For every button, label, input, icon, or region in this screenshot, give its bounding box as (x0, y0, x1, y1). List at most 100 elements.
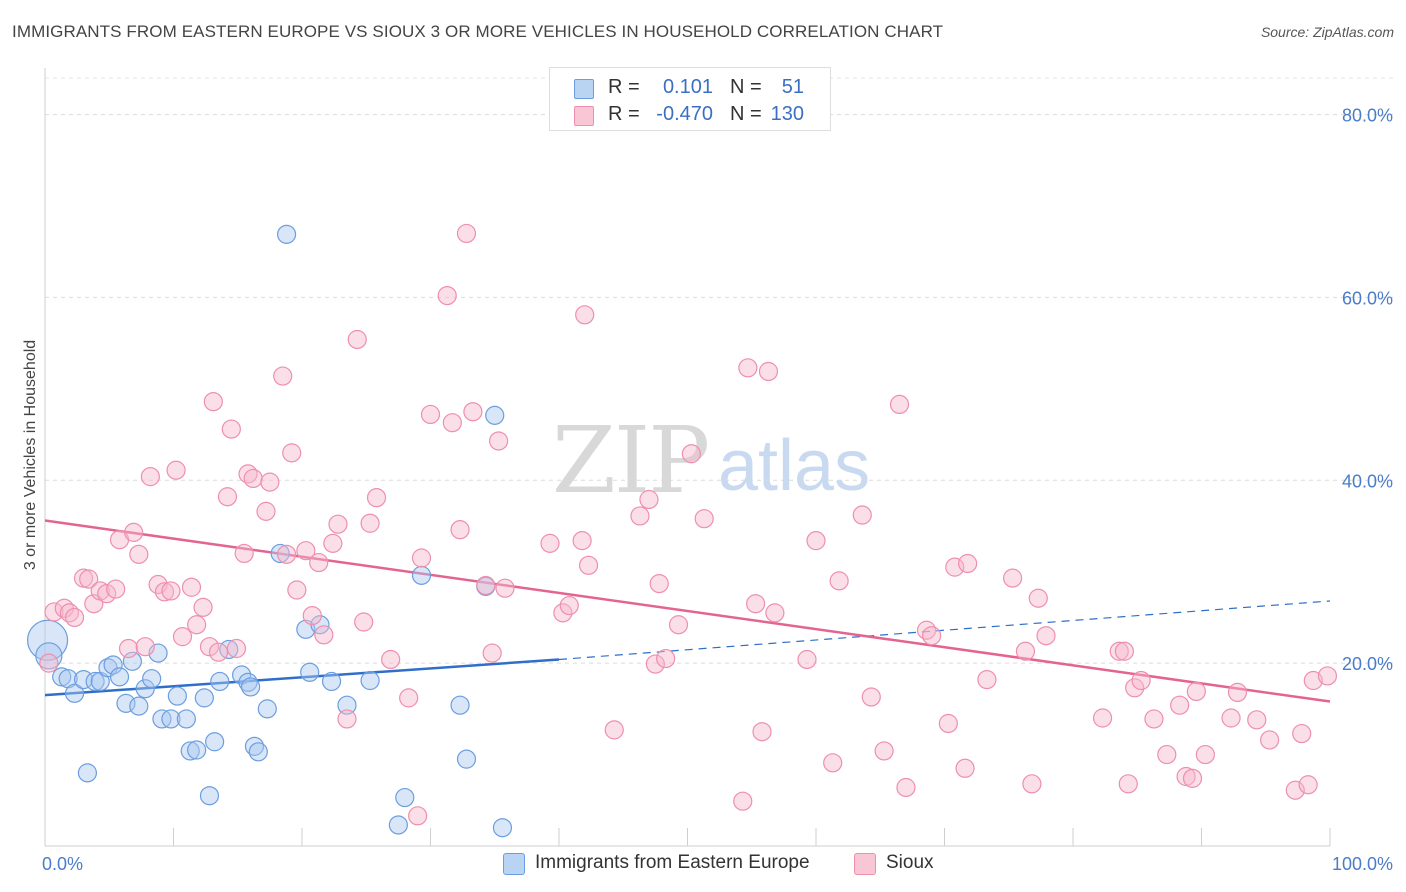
data-point (485, 405, 505, 425)
data-point (1176, 766, 1196, 787)
data-point (208, 642, 229, 662)
data-point (395, 787, 415, 808)
data-point (896, 777, 916, 798)
data-point (463, 402, 483, 422)
data-point (1125, 678, 1145, 698)
data-point (1292, 723, 1312, 744)
data-point (205, 732, 225, 752)
data-point (1036, 626, 1056, 646)
data-point (217, 487, 238, 507)
data-point (420, 404, 441, 425)
data-point (199, 637, 220, 657)
n-value: 130 (770, 103, 804, 125)
data-point (1303, 670, 1323, 691)
data-point (1182, 768, 1203, 788)
data-point (44, 602, 64, 622)
data-point (122, 651, 142, 671)
data-point (77, 763, 98, 783)
data-point (103, 655, 123, 675)
data-point (381, 649, 401, 670)
data-point (645, 654, 665, 674)
data-point (124, 522, 144, 543)
legend-swatch-blue (503, 853, 525, 875)
data-point (282, 443, 302, 463)
data-point (296, 541, 316, 561)
data-point (752, 722, 772, 742)
data-point (482, 643, 502, 663)
data-point (938, 713, 958, 734)
data-point (649, 573, 669, 594)
data-point (553, 603, 573, 623)
data-points (26, 223, 1338, 838)
y-tick-label: 20.0% (1342, 654, 1393, 674)
data-point (476, 575, 496, 596)
data-point (193, 597, 213, 617)
data-point (450, 695, 470, 715)
data-point (97, 584, 117, 604)
data-point (1015, 641, 1036, 661)
data-point (489, 431, 509, 451)
data-point (241, 677, 261, 697)
data-point (328, 514, 348, 534)
data-point (746, 594, 766, 614)
data-point (360, 670, 380, 691)
data-point (604, 720, 624, 740)
data-point (852, 505, 872, 525)
data-point (829, 571, 849, 591)
data-point (861, 687, 881, 707)
data-point (575, 305, 595, 325)
data-point (187, 615, 207, 635)
n-value: 51 (781, 76, 804, 98)
data-point (450, 520, 470, 540)
n-label: N = (730, 103, 762, 125)
data-point (243, 468, 263, 489)
data-point (64, 683, 85, 703)
data-point (276, 544, 297, 564)
data-point (1022, 774, 1042, 794)
data-point (456, 223, 477, 244)
data-point (572, 531, 592, 551)
data-point (495, 578, 515, 598)
data-point (437, 286, 457, 306)
data-point (337, 695, 357, 715)
data-point (106, 579, 126, 599)
data-point (874, 741, 894, 761)
data-point (35, 642, 63, 670)
data-point (234, 543, 254, 564)
data-point (656, 648, 676, 669)
legend-swatch-pink (854, 853, 876, 875)
data-point (639, 489, 659, 510)
data-point (199, 786, 220, 806)
data-point (109, 667, 130, 687)
data-point (694, 509, 714, 529)
data-point (187, 740, 207, 760)
data-point (1186, 681, 1206, 702)
data-point (321, 671, 342, 692)
data-point (85, 671, 105, 692)
data-point (142, 669, 162, 689)
data-point (276, 224, 297, 244)
data-point (578, 555, 599, 575)
data-point (354, 612, 374, 632)
data-point (1170, 695, 1190, 715)
watermark: ZIP atlas (552, 407, 870, 514)
data-point (1247, 710, 1267, 730)
data-point (39, 653, 59, 673)
data-point (248, 742, 268, 762)
trend-line-sioux (44, 519, 1331, 703)
series-eastern-europe (26, 224, 513, 838)
trend-line-extension (558, 600, 1331, 661)
data-point (79, 569, 99, 589)
data-point (260, 472, 280, 492)
data-point (758, 361, 779, 382)
data-point (210, 671, 230, 692)
n-label: N = (730, 76, 762, 98)
data-point (176, 709, 196, 729)
data-point (135, 637, 155, 657)
r-value: -0.470 (656, 103, 713, 125)
data-point (1109, 641, 1129, 661)
data-point (411, 565, 432, 585)
data-point (1227, 682, 1248, 703)
data-point (181, 577, 202, 597)
